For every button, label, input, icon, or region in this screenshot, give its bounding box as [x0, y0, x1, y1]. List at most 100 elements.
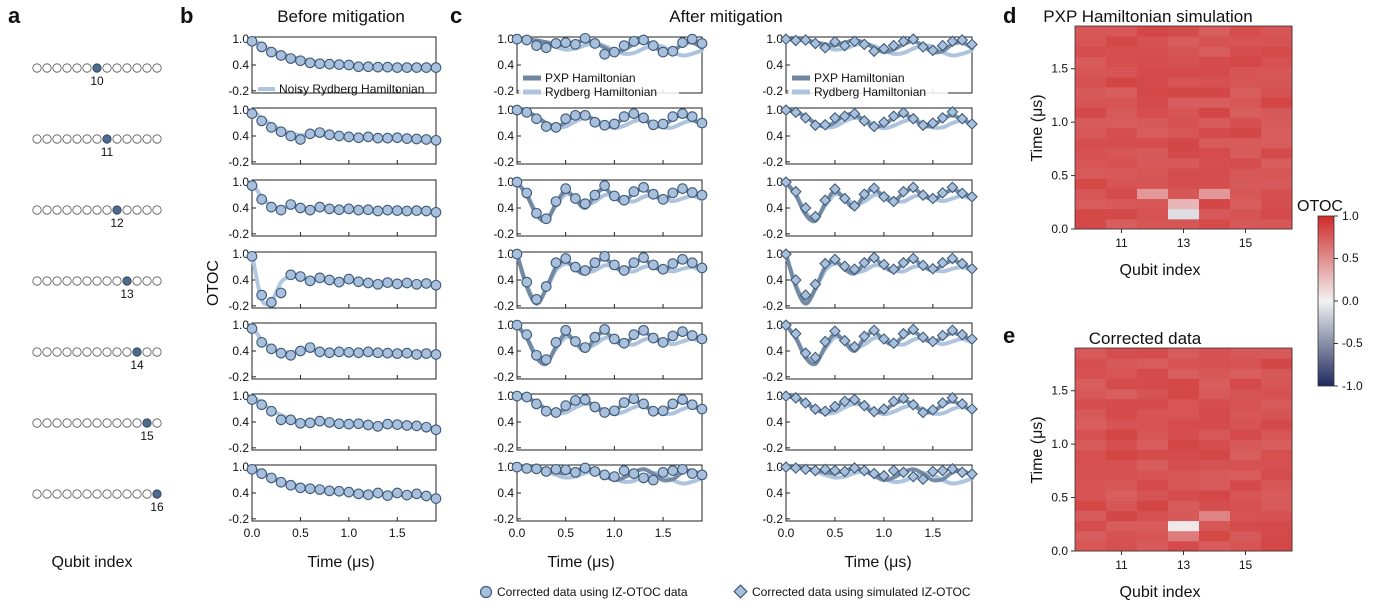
y-tick-label: -0.2 — [228, 370, 249, 384]
y-tick-label: 0.4 — [232, 344, 249, 358]
data-point — [966, 403, 978, 415]
subplot-axes: 1.0 0.4 -0.2 — [762, 175, 978, 241]
heatmap-cell — [1230, 137, 1262, 149]
heatmap-cell — [1075, 419, 1107, 430]
data-point — [362, 204, 374, 216]
data-point — [926, 262, 939, 275]
data-point — [540, 42, 552, 54]
heatmap-cell — [1230, 408, 1262, 420]
data-point — [256, 289, 268, 301]
data-point — [878, 116, 890, 129]
heatmap-cell — [1106, 459, 1138, 471]
heatmap-cell — [1106, 398, 1138, 410]
heatmap-cell — [1261, 56, 1293, 68]
qubit-dot — [72, 418, 82, 428]
data-point — [391, 487, 403, 499]
data-point — [333, 59, 345, 70]
data-point — [314, 127, 326, 138]
heatmap-cell — [1168, 86, 1200, 98]
qubit-dot — [42, 489, 52, 499]
data-point — [521, 329, 533, 340]
heatmap-cell — [1261, 46, 1293, 57]
data-point — [799, 347, 812, 360]
heatmap-cell — [1168, 66, 1200, 78]
data-point — [246, 250, 258, 262]
heatmap-cell — [1168, 479, 1200, 491]
qubit-dot — [32, 63, 42, 73]
data-point — [560, 37, 572, 48]
data-point — [926, 192, 939, 205]
data-point — [618, 465, 630, 476]
heatmap-cell — [1261, 147, 1293, 159]
legend-background — [519, 68, 679, 100]
qubit-dot — [152, 63, 162, 73]
data-point — [686, 187, 698, 198]
data-point — [858, 464, 871, 477]
heatmap-cell — [1199, 208, 1231, 220]
heatmap-cell — [1106, 500, 1138, 511]
heatmap-cell — [1075, 459, 1107, 471]
heatmap-cell — [1168, 36, 1200, 47]
data-point — [531, 349, 542, 361]
data-point — [362, 419, 374, 431]
colorbar-tick: -0.5 — [1342, 336, 1363, 350]
data-point — [677, 108, 688, 119]
data-point — [878, 42, 890, 55]
heatmap-cell — [1261, 358, 1293, 369]
data-point — [521, 276, 533, 288]
data-point — [686, 399, 698, 411]
heatmap-cell — [1230, 56, 1262, 68]
y-tick-label: 1.0 — [766, 175, 783, 189]
data-point — [819, 405, 832, 418]
data-point — [858, 188, 871, 201]
data-point — [907, 398, 920, 411]
qubit-dot — [132, 276, 142, 286]
data-point — [560, 464, 572, 476]
heatmap-cell — [1137, 137, 1169, 149]
heatmap-cell — [1168, 208, 1200, 220]
heatmap-cell — [1168, 378, 1200, 390]
heatmap-cell — [1230, 368, 1262, 379]
heatmap-cell — [1168, 490, 1200, 501]
data-point — [696, 262, 708, 274]
data-point — [391, 348, 403, 359]
y-tick-label: 1.0 — [497, 175, 514, 189]
heatmap-cell — [1230, 459, 1262, 471]
data-point — [917, 41, 929, 53]
data-point — [589, 331, 601, 343]
data-point — [324, 129, 335, 141]
data-point — [304, 417, 316, 429]
data-point — [848, 462, 861, 474]
qubit-dot — [32, 347, 42, 357]
data-point — [333, 276, 345, 288]
data-point — [285, 269, 297, 281]
selected-qubit-dot — [122, 276, 132, 286]
heatmap-cell — [1261, 198, 1293, 210]
heatmap-cell — [1137, 86, 1169, 98]
data-point — [647, 405, 659, 417]
heatmap-cell — [1075, 398, 1107, 410]
heatmap-cell — [1168, 218, 1200, 230]
qubit-dot — [92, 489, 102, 499]
data-point — [809, 278, 822, 291]
qubit-dot — [122, 347, 132, 357]
data-point — [540, 281, 552, 292]
qubit-dot — [82, 489, 92, 499]
data-point — [657, 118, 669, 130]
heatmap-cell — [1075, 188, 1107, 200]
heatmap-cell — [1075, 36, 1107, 47]
panel-e-xlabel: Qubit index — [1120, 584, 1201, 601]
y-tick-label: -0.2 — [762, 299, 783, 313]
panel-d-ylabel: Time (μs) — [1029, 94, 1046, 161]
y-tick-label: 0.4 — [766, 273, 783, 287]
data-point — [372, 420, 384, 432]
data-point — [946, 181, 959, 194]
subplot-axes: 1.0 0.4 -0.20.0 0.5 1.0 1.5 — [493, 460, 708, 540]
heatmap-cell — [1106, 127, 1138, 139]
heatmap-cell — [1168, 449, 1200, 461]
data-point — [420, 62, 432, 73]
heatmap-cell — [1106, 388, 1138, 400]
heatmap-cell — [1199, 479, 1231, 491]
data-point — [285, 479, 297, 491]
selected-qubit-dot — [92, 63, 102, 73]
